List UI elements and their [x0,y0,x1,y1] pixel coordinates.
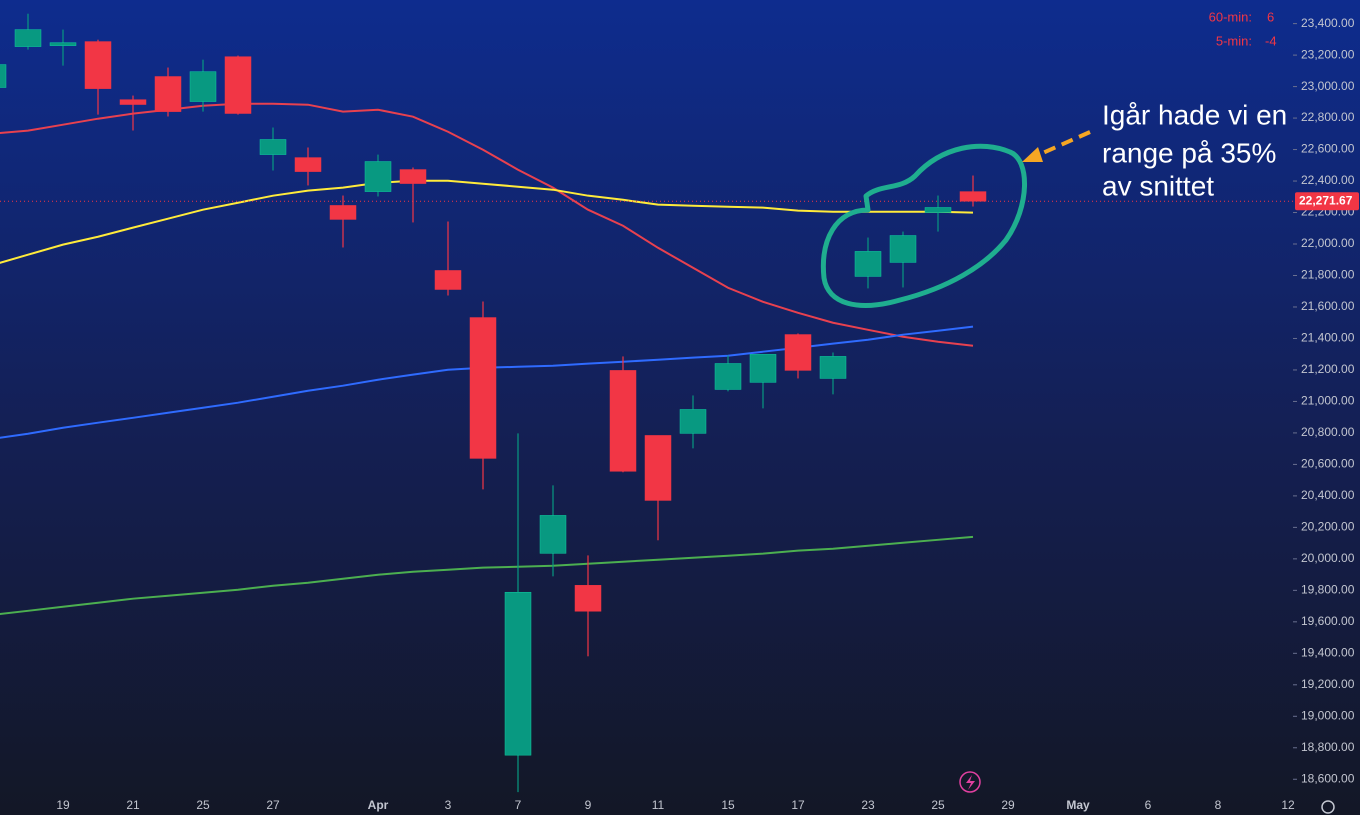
annotation-line: av snittet [1102,170,1214,201]
x-tick-label: 23 [861,798,875,812]
candle-body [329,205,357,220]
candle-body [504,591,532,756]
settings-icon[interactable] [1321,800,1335,814]
x-tick-label: 7 [515,798,522,812]
candle-body [14,29,42,47]
x-tick-label: 27 [266,798,280,812]
last-price-tag [1295,192,1359,211]
y-tick-label: 20,200.00 [1301,520,1355,534]
y-tick-label: 21,000.00 [1301,394,1355,408]
candle-body [749,354,777,383]
plot-area: 18,600.00 18,800.00 19,000.00 19,200.00 19,4… [0,13,1355,812]
x-tick-label: 12 [1281,798,1295,812]
x-tick-label: 25 [931,798,945,812]
x-tick-label: 17 [791,798,805,812]
candle-body [959,191,987,202]
y-tick-label: 22,000.00 [1301,236,1355,250]
legend-label: 5-min: [1216,33,1252,48]
candle-body [714,363,742,390]
y-tick-label: 21,600.00 [1301,299,1355,313]
last-price-label: 22,271.67 [1299,193,1353,207]
annotation-line: range på 35% [1102,137,1276,168]
x-tick-label: May [1066,798,1090,812]
y-tick-label: 22,800.00 [1301,110,1355,124]
candle-body [224,56,252,114]
flash-icon[interactable] [959,771,981,793]
x-tick-label: 19 [56,798,70,812]
y-tick-label: 18,600.00 [1301,771,1355,785]
candle-body [434,270,462,290]
arrow-head [1022,147,1043,162]
candle-body [84,41,112,89]
candle-body [644,435,672,501]
candle-body [574,585,602,612]
legend-value: -4 [1265,33,1277,48]
moving-average-line [0,535,974,615]
y-tick-label: 23,000.00 [1301,79,1355,93]
candle-body [539,515,567,554]
y-tick-label: 21,200.00 [1301,362,1355,376]
hand-drawn-circle [820,143,1027,308]
flash-icon-bolt [966,775,975,790]
x-tick-label: 6 [1145,798,1152,812]
candle-body [784,334,812,371]
y-tick-label: 21,800.00 [1301,268,1355,282]
x-tick-label: 9 [585,798,592,812]
y-tick-label: 19,000.00 [1301,708,1355,722]
x-tick-label: 8 [1215,798,1222,812]
candle-body [259,139,287,155]
legend-value: 6 [1267,9,1274,24]
candle-body [0,64,7,88]
annotation-arrow [1035,130,1091,158]
candle-body [189,71,217,102]
candle-body [399,169,427,184]
x-tick-label: 21 [126,798,140,812]
y-tick-label: 20,600.00 [1301,457,1355,471]
x-tick-label: Apr [368,798,389,812]
x-tick-label: 15 [721,798,735,812]
x-tick-label: 3 [445,798,452,812]
y-tick-label: 23,200.00 [1301,47,1355,61]
y-tick-label: 18,800.00 [1301,740,1355,754]
candle-body [294,157,322,172]
y-tick-label: 22,400.00 [1301,173,1355,187]
y-tick-label: 20,000.00 [1301,551,1355,565]
candle-body [924,207,952,213]
candle-body [889,235,917,263]
candle-body [679,409,707,434]
candle-body [119,99,147,105]
y-tick-label: 23,400.00 [1301,16,1355,30]
y-tick-label: 20,800.00 [1301,425,1355,439]
y-tick-label: 19,200.00 [1301,677,1355,691]
x-tick-label: 29 [1001,798,1015,812]
candle-body [469,317,497,459]
legend-label: 60-min: [1209,9,1252,24]
candle-body [364,161,392,192]
y-tick-label: 22,600.00 [1301,142,1355,156]
y-tick-label: 20,400.00 [1301,488,1355,502]
candle-body [854,251,882,277]
candle-body [154,76,182,112]
y-tick-label: 19,400.00 [1301,645,1355,659]
y-tick-label: 21,400.00 [1301,331,1355,345]
moving-average-line [0,179,974,264]
x-tick-label: 25 [196,798,210,812]
candle-body [49,42,77,46]
candle-body [819,356,847,379]
annotation-line: Igår hade vi en [1102,99,1287,130]
x-tick-label: 11 [652,798,665,812]
y-tick-label: 19,800.00 [1301,583,1355,597]
y-tick-label: 19,600.00 [1301,614,1355,628]
candle-body [609,370,637,472]
